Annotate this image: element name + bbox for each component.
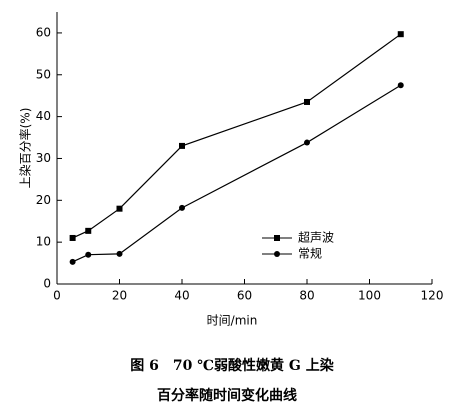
x-tick-label: 60 (237, 289, 252, 303)
x-tick-label: 40 (174, 289, 189, 303)
marker (274, 251, 280, 257)
marker (69, 234, 76, 241)
x-tick-label: 20 (112, 289, 127, 303)
marker (85, 227, 92, 234)
marker (116, 205, 123, 212)
marker (69, 258, 76, 265)
marker (397, 31, 404, 38)
x-axis-label: 时间/min (207, 314, 258, 328)
marker (179, 204, 185, 211)
marker (274, 235, 280, 241)
y-tick-label: 50 (36, 67, 51, 81)
x-tick-label: 80 (299, 289, 314, 303)
x-tick-label: 100 (358, 289, 381, 303)
chart-subtitle: 百分率随时间变化曲线 (157, 387, 297, 404)
y-tick-label: 0 (43, 277, 51, 291)
x-tick-label: 0 (53, 289, 61, 303)
y-tick-label: 30 (36, 151, 51, 165)
y-tick-label: 10 (36, 235, 51, 249)
series-line (72, 84, 402, 263)
marker (397, 82, 404, 89)
y-tick-label: 20 (36, 193, 51, 207)
y-axis-label: 上染百分率(%) (18, 108, 33, 189)
marker (304, 139, 310, 146)
marker (85, 251, 92, 258)
legend-label: 超声波 (298, 230, 334, 245)
legend-label: 常规 (298, 246, 322, 261)
marker (179, 142, 185, 149)
marker (116, 250, 123, 257)
chart-title: 图 6 70 ℃弱酸性嫩黄 G 上染 (130, 357, 334, 374)
x-tick-label: 120 (421, 289, 444, 303)
marker (304, 98, 310, 105)
y-tick-label: 40 (36, 109, 51, 123)
y-tick-label: 60 (36, 25, 51, 39)
